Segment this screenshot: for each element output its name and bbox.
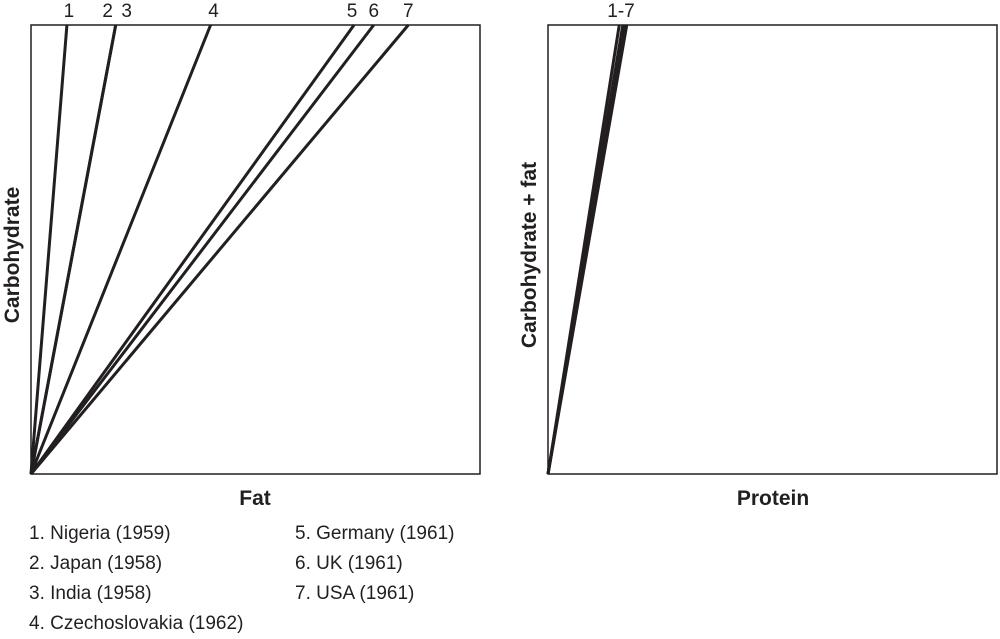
y-axis-title-left: Carbohydrate	[1, 187, 24, 324]
series-line	[29, 24, 69, 475]
series-line	[29, 24, 410, 475]
plot-frame-left	[30, 24, 481, 475]
legend-item: 7. USA (1961)	[295, 583, 415, 604]
legend-item: 5. Germany (1961)	[295, 523, 455, 544]
legend-column-2: 5. Germany (1961) 6. UK (1961) 7. USA (1…	[295, 519, 454, 609]
series-line	[29, 24, 118, 475]
series-lines-left	[29, 24, 410, 475]
series-end-label: 7	[403, 1, 414, 22]
series-end-label-right: 1-7	[607, 1, 634, 22]
series-end-label: 4	[208, 1, 219, 22]
series-end-label: 3	[121, 1, 132, 22]
series-line	[29, 24, 212, 475]
series-line	[546, 24, 629, 475]
series-line	[29, 24, 375, 475]
carbfat-vs-protein-chart: 1-7 Protein Carbohydrate + fat	[518, 1, 998, 510]
legend-item: 3. India (1958)	[29, 583, 152, 604]
legend-item: 1. Nigeria (1959)	[29, 523, 171, 544]
series-end-label: 1	[64, 1, 75, 22]
legend-item: 2. Japan (1958)	[29, 553, 163, 574]
x-axis-title-right: Protein	[737, 487, 809, 510]
series-end-label: 2	[102, 1, 113, 22]
series-lines-right	[546, 24, 629, 475]
y-axis-title-right: Carbohydrate + fat	[518, 162, 541, 348]
series-end-label: 6	[368, 1, 379, 22]
legend-item: 6. UK (1961)	[295, 553, 403, 574]
series-end-label: 5	[347, 1, 358, 22]
plot-frame-right	[547, 24, 998, 475]
legend-item: 4. Czechoslovakia (1962)	[29, 613, 244, 634]
legend-column-1: 1. Nigeria (1959) 2. Japan (1958) 3. Ind…	[29, 519, 243, 639]
series-line	[29, 24, 356, 475]
x-axis-title-left: Fat	[239, 487, 271, 510]
